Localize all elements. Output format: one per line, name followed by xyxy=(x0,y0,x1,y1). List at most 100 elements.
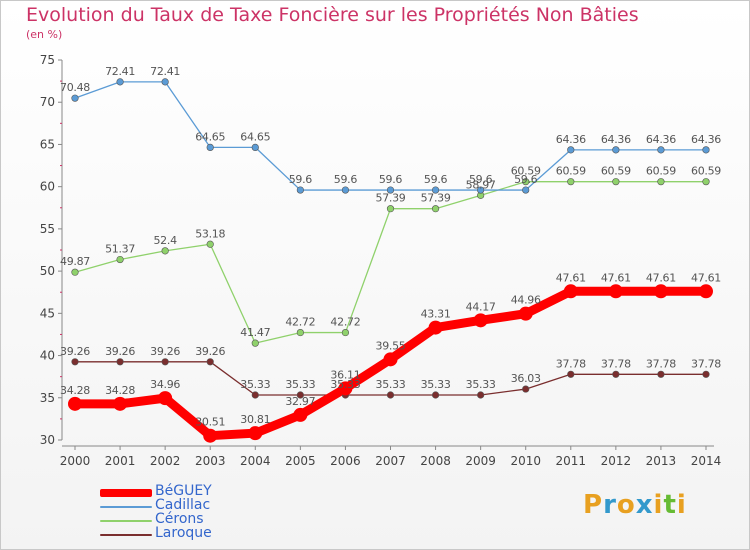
data-point xyxy=(71,358,79,366)
x-tick-label: 2012 xyxy=(601,454,632,468)
data-point xyxy=(161,358,169,366)
data-label: 34.28 xyxy=(105,384,135,397)
data-point xyxy=(657,146,665,154)
data-label: 37.78 xyxy=(646,357,676,370)
data-label: 44.96 xyxy=(511,294,541,307)
data-label: 59.6 xyxy=(424,173,448,186)
data-point xyxy=(206,143,214,151)
data-label: 39.26 xyxy=(195,345,225,358)
data-point xyxy=(702,178,710,186)
data-label: 57.39 xyxy=(421,192,451,205)
data-label: 59.6 xyxy=(334,173,358,186)
x-tick-label: 2008 xyxy=(420,454,451,468)
data-label: 51.37 xyxy=(105,243,135,256)
data-label: 72.41 xyxy=(150,65,180,78)
data-label: 30.81 xyxy=(240,413,270,426)
data-label: 64.36 xyxy=(556,133,586,146)
data-point xyxy=(251,339,259,347)
y-tick-label: 55 xyxy=(40,222,55,236)
data-point xyxy=(431,205,440,213)
data-point xyxy=(477,391,485,399)
data-label: 36.11 xyxy=(330,368,360,381)
y-tick-label: 30 xyxy=(40,433,55,447)
data-label: 72.41 xyxy=(105,65,135,78)
data-label: 35.33 xyxy=(240,378,270,391)
data-point xyxy=(567,178,575,186)
data-point xyxy=(383,352,398,367)
data-point xyxy=(113,396,128,411)
chart-title: Evolution du Taux de Taxe Foncière sur l… xyxy=(26,4,639,26)
data-label: 60.59 xyxy=(601,165,631,178)
data-point xyxy=(567,146,575,154)
data-label: 60.59 xyxy=(691,165,721,178)
data-label: 70.48 xyxy=(60,81,90,94)
legend-swatch xyxy=(100,489,152,497)
data-label: 59.6 xyxy=(289,173,313,186)
x-tick-label: 2006 xyxy=(330,454,361,468)
x-tick-label: 2001 xyxy=(105,454,136,468)
x-tick-label: 2002 xyxy=(150,454,181,468)
y-tick-label: 40 xyxy=(40,349,55,363)
data-label: 43.31 xyxy=(421,308,451,321)
data-point xyxy=(431,186,440,194)
x-tick-label: 2007 xyxy=(375,454,406,468)
proxiti-logo: Proxiti xyxy=(583,490,687,520)
y-tick-label: 50 xyxy=(40,264,55,278)
data-label: 59.6 xyxy=(379,173,403,186)
data-point xyxy=(293,407,308,422)
data-point xyxy=(161,247,169,255)
legend-label: Laroque xyxy=(155,525,212,541)
data-point xyxy=(341,328,350,337)
legend-swatch xyxy=(100,534,152,536)
y-tick-label: 35 xyxy=(40,391,55,405)
data-point xyxy=(657,178,665,186)
data-label: 34.28 xyxy=(60,384,90,397)
data-point xyxy=(71,94,79,102)
data-label: 60.59 xyxy=(556,165,586,178)
data-label: 35.33 xyxy=(376,378,406,391)
data-label: 36.03 xyxy=(511,372,541,385)
data-point xyxy=(657,370,665,378)
data-point xyxy=(428,320,443,335)
legend-label: BéGUEY xyxy=(155,483,212,499)
data-label: 47.61 xyxy=(646,271,676,284)
data-label: 39.55 xyxy=(376,339,406,352)
data-point xyxy=(71,268,79,276)
data-point xyxy=(203,428,218,443)
data-label: 35.33 xyxy=(466,378,496,391)
data-point xyxy=(473,313,488,328)
data-point xyxy=(296,391,304,399)
data-label: 42.72 xyxy=(330,316,360,329)
data-point xyxy=(386,391,395,399)
data-point xyxy=(158,391,173,406)
x-tick-label: 2003 xyxy=(195,454,226,468)
data-point xyxy=(338,381,353,396)
x-tick-label: 2013 xyxy=(646,454,677,468)
data-point xyxy=(431,391,440,399)
x-tick-label: 2005 xyxy=(285,454,316,468)
series-points xyxy=(68,78,713,443)
data-point xyxy=(612,146,620,154)
x-tick-label: 2014 xyxy=(691,454,722,468)
legend-label: Cérons xyxy=(155,511,204,527)
data-label: 37.78 xyxy=(691,357,721,370)
data-label: 39.26 xyxy=(105,345,135,358)
data-point xyxy=(206,358,214,366)
data-label: 35.33 xyxy=(330,378,360,391)
data-label: 47.61 xyxy=(691,271,721,284)
data-point xyxy=(702,370,710,378)
data-label: 47.61 xyxy=(556,271,586,284)
data-label: 39.26 xyxy=(60,345,90,358)
data-label: 42.72 xyxy=(285,316,315,329)
data-point xyxy=(702,146,710,154)
data-point xyxy=(248,426,263,441)
data-label: 57.39 xyxy=(376,192,406,205)
data-label: 32.97 xyxy=(285,395,315,408)
data-point xyxy=(653,284,668,299)
data-point xyxy=(608,284,623,299)
data-label: 39.26 xyxy=(150,345,180,358)
data-label: 59.6 xyxy=(514,173,538,186)
data-point xyxy=(477,186,485,194)
